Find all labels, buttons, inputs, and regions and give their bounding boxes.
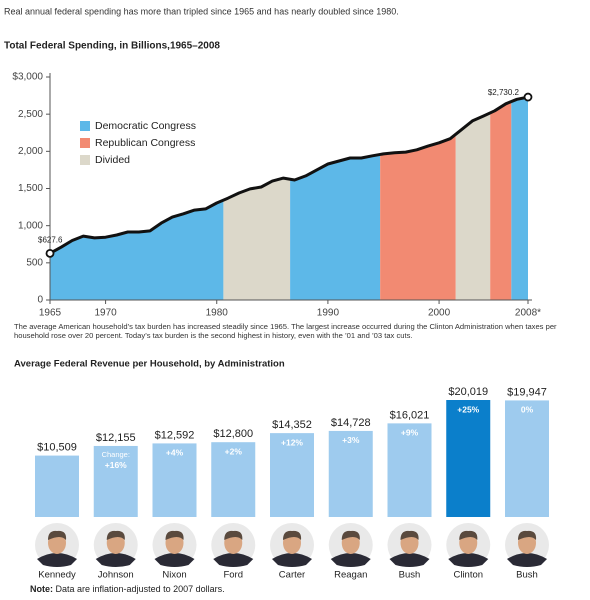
legend-label: Democratic Congress — [95, 120, 196, 132]
bar — [505, 400, 549, 517]
bar — [270, 433, 314, 517]
x-tick-label: Nixon — [162, 570, 186, 581]
x-tick-label: Reagan — [334, 570, 367, 581]
portrait-hair — [48, 530, 67, 540]
value-label: $12,800 — [213, 428, 253, 440]
x-tick-label: Ford — [223, 570, 243, 581]
value-label: $12,155 — [96, 432, 136, 444]
spending-line — [49, 95, 529, 255]
chart-title: Total Federal Spending, in Billions,1965… — [4, 41, 220, 52]
y-tick-label: 1,000 — [18, 220, 43, 231]
change-label: +4% — [166, 448, 184, 458]
intro: Real annual federal spending has more th… — [4, 6, 399, 16]
portrait-body — [448, 553, 489, 567]
portrait-body — [154, 553, 195, 567]
x-tick-label: Carter — [279, 570, 305, 581]
x-tick-label: 1980 — [206, 308, 229, 319]
value-label: $12,592 — [155, 429, 195, 441]
change-label: +25% — [457, 404, 479, 414]
portrait-body — [272, 553, 312, 567]
change-label: +9% — [401, 428, 419, 438]
x-tick-label: Bush — [399, 570, 421, 581]
portrait-body — [95, 553, 136, 567]
portrait-hair — [224, 530, 243, 540]
value-label: $2,730.2 — [488, 88, 520, 97]
bar — [35, 455, 79, 517]
change-label: +16% — [105, 460, 127, 470]
change-label: +3% — [342, 435, 360, 445]
note-text: Data are inflation-adjusted to 2007 doll… — [56, 584, 225, 594]
value-label: $627.6 — [38, 235, 63, 244]
legend-label: Republican Congress — [95, 137, 195, 149]
bar — [387, 423, 432, 517]
legend-label: Divided — [95, 154, 130, 166]
portrait-hair — [283, 530, 302, 540]
end-point — [45, 248, 55, 258]
spending-chart: $3,000 2,500 2,000 1,500 1,000 500 0 1965 1970 19… — [12, 72, 541, 319]
chart-title: Average Federal Revenue per Household, b… — [14, 359, 285, 370]
value-label: $20,019 — [448, 386, 488, 398]
caption-box: The average American household’s tax bur… — [14, 322, 557, 340]
value-label: $19,947 — [507, 386, 547, 398]
x-tick-label: 1990 — [317, 308, 340, 319]
portrait-body — [213, 553, 254, 567]
portrait-hair — [400, 530, 419, 540]
x-tick-label: Kennedy — [38, 570, 76, 581]
value-label: $14,728 — [331, 417, 371, 429]
change-label: +2% — [225, 446, 243, 456]
change-label: 0% — [521, 405, 534, 415]
x-tick-label: Clinton — [453, 570, 483, 581]
y-tick-label: 2,500 — [18, 109, 43, 120]
value-label: $14,352 — [272, 419, 312, 431]
legend-swatch — [80, 155, 90, 165]
congress-region — [290, 154, 381, 300]
portrait-body — [330, 553, 371, 567]
x-tick-label: 2000 — [428, 308, 451, 319]
y-tick-label: 0 — [37, 295, 43, 306]
y-tick-label: 1,500 — [18, 183, 43, 194]
portrait-body — [507, 553, 547, 567]
bar — [446, 400, 491, 517]
portrait-body — [389, 553, 430, 567]
value-label: $16,021 — [390, 409, 430, 421]
end-point — [523, 92, 533, 102]
congress-region — [50, 200, 224, 300]
caption: The average American household’s tax bur… — [14, 322, 557, 340]
portrait-body — [37, 553, 77, 567]
x-tick-label: Johnson — [98, 570, 134, 581]
y-tick-label: 2,000 — [18, 146, 43, 157]
bar — [152, 443, 197, 517]
bar — [328, 430, 373, 517]
congress-region — [511, 97, 528, 300]
x-tick-label: 2008* — [515, 308, 541, 319]
note: Note: Data are inflation-adjusted to 200… — [30, 584, 225, 594]
congress-region — [223, 178, 291, 300]
y-tick-label: 500 — [26, 257, 43, 268]
portrait-hair — [341, 530, 360, 540]
x-tick-label: 1970 — [94, 308, 117, 319]
portrait-hair — [106, 530, 125, 540]
bar — [211, 442, 256, 517]
legend-swatch — [80, 138, 90, 148]
congress-region — [380, 134, 456, 300]
legend-swatch — [80, 121, 90, 131]
congress-region — [490, 101, 512, 300]
y-tick-label: $3,000 — [12, 72, 43, 83]
portrait-hair — [165, 530, 184, 540]
x-tick-label: Bush — [516, 570, 538, 581]
portrait-hair — [518, 530, 537, 540]
bar — [93, 445, 138, 517]
congress-region — [455, 112, 491, 300]
x-tick-label: 1965 — [39, 308, 62, 319]
change-label: +12% — [281, 437, 303, 447]
portrait-hair — [459, 530, 478, 540]
note-label: Note: — [30, 584, 53, 594]
value-label: $10,509 — [37, 441, 77, 453]
change-note: Change: — [102, 450, 130, 459]
revenue-chart: $10,509 Kennedy $12,155 Change:+16% Johnson $… — [35, 386, 549, 581]
